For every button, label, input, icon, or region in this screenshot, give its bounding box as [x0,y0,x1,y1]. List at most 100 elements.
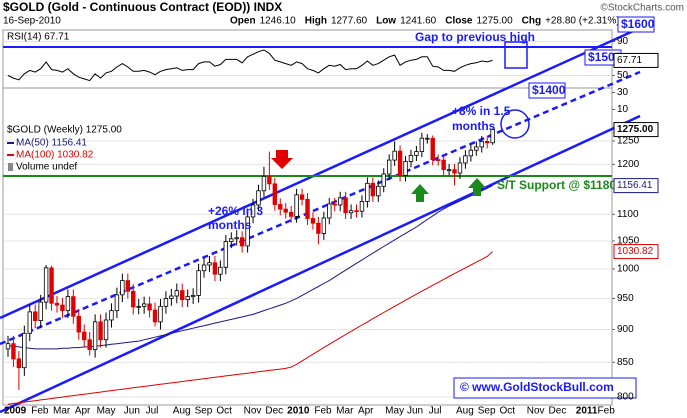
x-tick-label: Oct [216,406,232,417]
candle-body [196,270,201,296]
candle-body [11,343,16,360]
annotation: +26% in 3 [208,204,263,218]
candle-body [169,295,174,299]
candle-body [158,305,163,323]
x-tick-label: Nov [244,406,262,417]
x-tick-label: Sep [195,406,213,417]
candle-body [5,343,11,350]
value-tag-label: 1030.82 [617,246,654,257]
candle-body [305,198,310,219]
candle-body [441,159,446,171]
legend-price: $GOLD (Weekly) 1275.00 [7,125,122,136]
x-tick-label: Aug [173,406,191,417]
x-tick-label: May [97,406,116,417]
credit: © www.GoldStockBull.com [460,380,614,394]
candle-body [272,183,278,205]
level-tag [528,82,566,99]
candle-body [348,210,354,214]
rsi-tick-label: 10 [617,104,629,115]
x-tick-label: Feb [314,406,332,417]
candle-body [452,169,457,174]
candle-body [474,146,479,151]
candle-body [419,137,425,153]
rsi-tick-label: 30 [617,87,629,98]
x-tick-label: Feb [598,406,616,417]
x-tick-label: Aug [456,406,474,417]
candle-body [147,303,152,311]
level-tag [617,16,655,33]
candle-body [316,222,321,234]
candle-body [218,266,223,275]
x-tick-label: Jul [146,406,159,417]
y-tick-label: 950 [617,293,634,304]
candle-body [425,137,430,140]
candle-body [43,267,49,303]
candle-body [332,203,337,206]
candle-body [381,173,386,187]
value-tag-label: 67.71 [617,55,642,66]
candle-body [60,304,65,312]
candle-body [49,267,54,304]
candle-body [163,298,169,307]
candle-body [479,141,484,148]
candle-body [174,290,180,297]
x-tick-label: Apr [358,406,374,417]
y-tick-label: 1000 [617,264,640,275]
quote-value: +28.80 (+2.31%) [545,16,620,27]
candle-body [76,315,81,333]
plot-frame [2,29,613,406]
candle-body [207,262,212,266]
channel-middle [0,70,641,346]
rsi-tick-label: 50 [617,70,629,81]
candle-body [22,332,27,369]
value-tag [613,52,659,68]
candle-body [65,296,71,312]
candle-body [38,301,43,322]
candle-body [131,290,136,308]
candle-body [283,208,288,213]
arrow-up [411,184,429,202]
candle-body [250,204,256,218]
candle-body [54,302,60,306]
candle-body [365,182,370,202]
y-tick-label: 800 [617,392,634,403]
candle-body [201,264,207,272]
x-tick-label: Oct [500,406,516,417]
candle-body [267,176,272,185]
candle-body [98,321,103,341]
candle-body [92,321,98,350]
quote-value: 1241.60 [400,16,437,27]
quote-label: Low [376,16,396,27]
candle-body [446,169,452,172]
candle-body [71,296,76,317]
annotation: months [208,218,252,232]
candle-body [310,218,316,224]
candle-body [212,262,218,275]
candle-body [239,237,245,247]
candle-body [125,280,130,292]
candle-body [82,331,87,341]
support-label: S/T Support @ $1180 [497,178,616,192]
channel-upper [0,26,641,320]
y-tick-label: 1250 [617,136,640,147]
candle-body [435,159,441,162]
candle-body [33,311,38,322]
ma-line [7,251,493,405]
candle-body [114,294,120,312]
annotation: +8% in 1.5 [452,104,511,118]
candle-body [234,237,239,240]
candle-body [354,210,359,213]
candle-body [245,216,250,247]
credit-box [453,377,637,399]
candle-body [337,197,343,206]
candle-body [490,129,495,144]
arrow-up [468,178,486,196]
x-tick-label: 2011 [576,406,598,417]
candle-body [414,151,419,156]
candle-body [16,358,22,369]
candle-body [141,303,147,307]
annotation: Gap to previous high [415,30,535,44]
x-tick-label: Jun [407,406,423,417]
candle-body [457,162,463,174]
